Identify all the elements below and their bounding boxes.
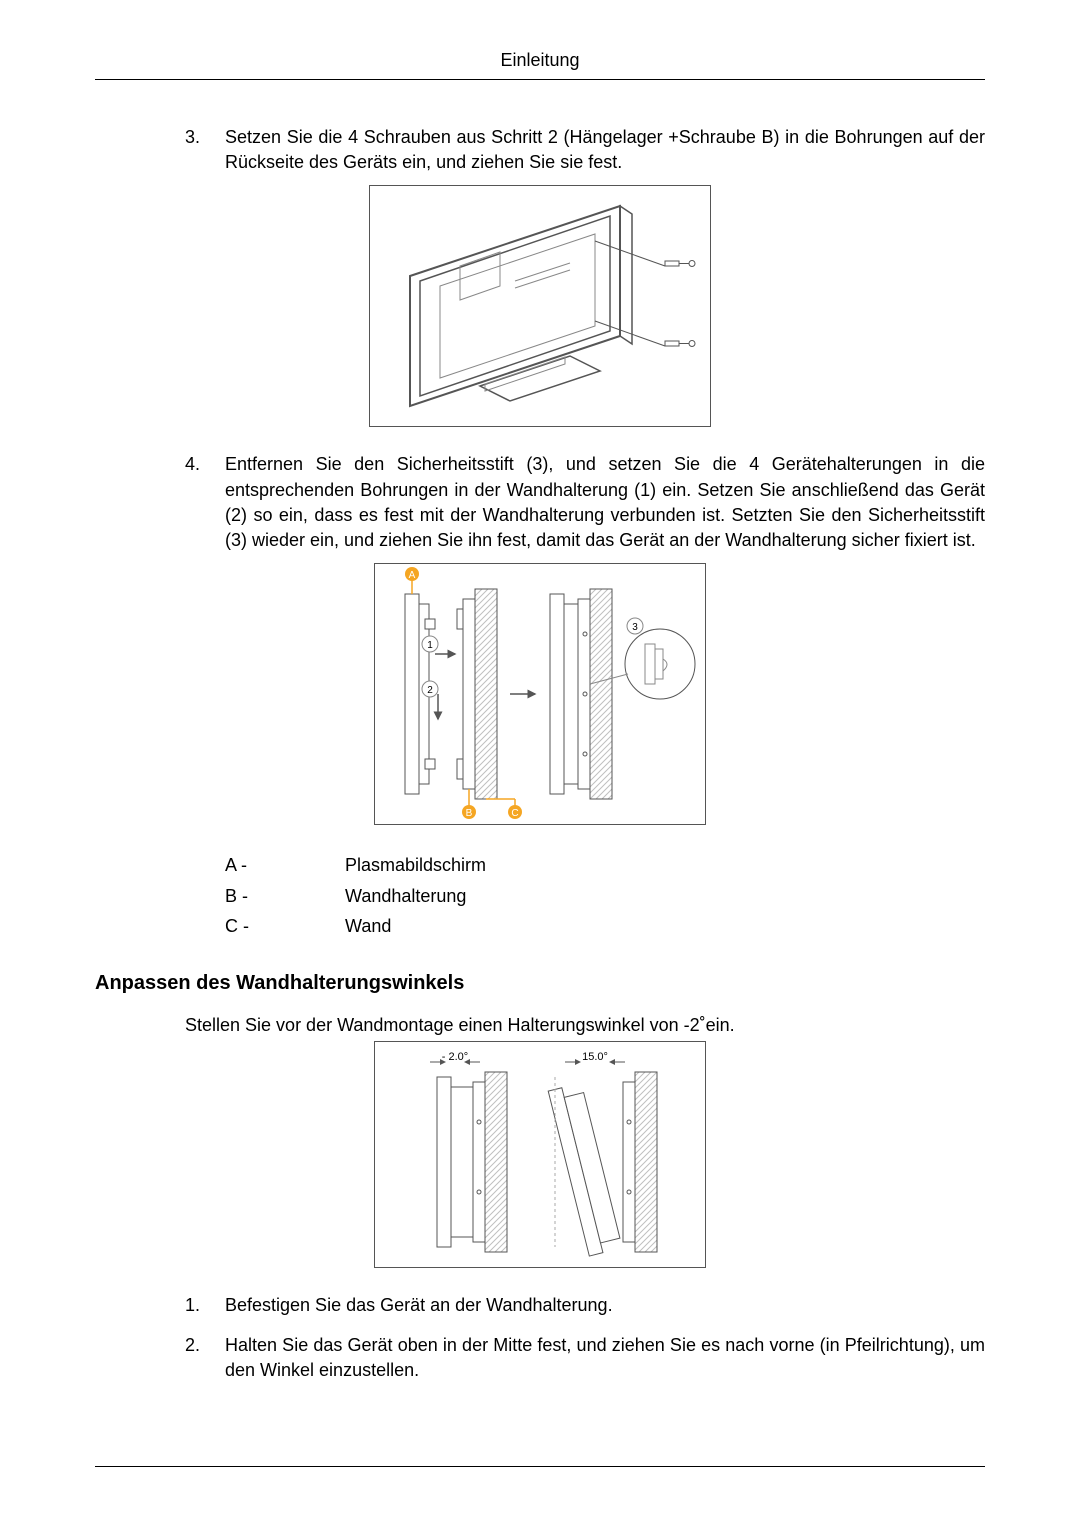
step-text: Halten Sie das Gerät oben in der Mitte f… (225, 1333, 985, 1383)
legend-value: Wand (345, 911, 391, 942)
callout-C: C (511, 808, 518, 819)
step-b2: 2. Halten Sie das Gerät oben in der Mitt… (185, 1333, 985, 1383)
figure-tv-back (369, 185, 711, 427)
step-text: Entfernen Sie den Sicherheitsstift (3), … (225, 452, 985, 553)
manual-page: Einleitung 3. Setzen Sie die 4 Schrauben… (0, 0, 1080, 1527)
legend-row: C - Wand (225, 911, 985, 942)
section-intro: Stellen Sie vor der Wandmontage einen Ha… (185, 1015, 985, 1036)
legend-key: C - (225, 911, 345, 942)
legend-key: B - (225, 881, 345, 912)
footer-rule (95, 1466, 985, 1467)
callout-A: A (409, 570, 416, 581)
legend-row: B - Wandhalterung (225, 881, 985, 912)
callout-2: 2 (427, 685, 433, 696)
step-text: Setzen Sie die 4 Schrauben aus Schritt 2… (225, 125, 985, 175)
legend: A - Plasmabildschirm B - Wandhalterung C… (225, 850, 985, 942)
callout-3: 3 (632, 622, 638, 633)
header-title: Einleitung (500, 50, 579, 70)
step-b1: 1. Befestigen Sie das Gerät an der Wandh… (185, 1293, 985, 1318)
step-4: 4. Entfernen Sie den Sicherheitsstift (3… (185, 452, 985, 553)
step-number: 4. (185, 452, 205, 553)
page-header: Einleitung (95, 50, 985, 80)
callout-B: B (466, 808, 473, 819)
step-3: 3. Setzen Sie die 4 Schrauben aus Schrit… (185, 125, 985, 175)
legend-row: A - Plasmabildschirm (225, 850, 985, 881)
figure-wall-mount: 1 2 3 A B C (374, 563, 706, 825)
angle-left-label: - 2.0° (442, 1051, 468, 1063)
section-title: Anpassen des Wandhalterungswinkels (95, 972, 985, 995)
legend-value: Plasmabildschirm (345, 850, 486, 881)
step-number: 1. (185, 1293, 205, 1318)
legend-value: Wandhalterung (345, 881, 466, 912)
angle-right-label: 15.0° (582, 1051, 608, 1063)
step-number: 3. (185, 125, 205, 175)
figure-angle: - 2.0° 15.0° (374, 1041, 706, 1268)
step-number: 2. (185, 1333, 205, 1383)
step-text: Befestigen Sie das Gerät an der Wandhalt… (225, 1293, 613, 1318)
callout-1: 1 (427, 640, 433, 651)
legend-key: A - (225, 850, 345, 881)
